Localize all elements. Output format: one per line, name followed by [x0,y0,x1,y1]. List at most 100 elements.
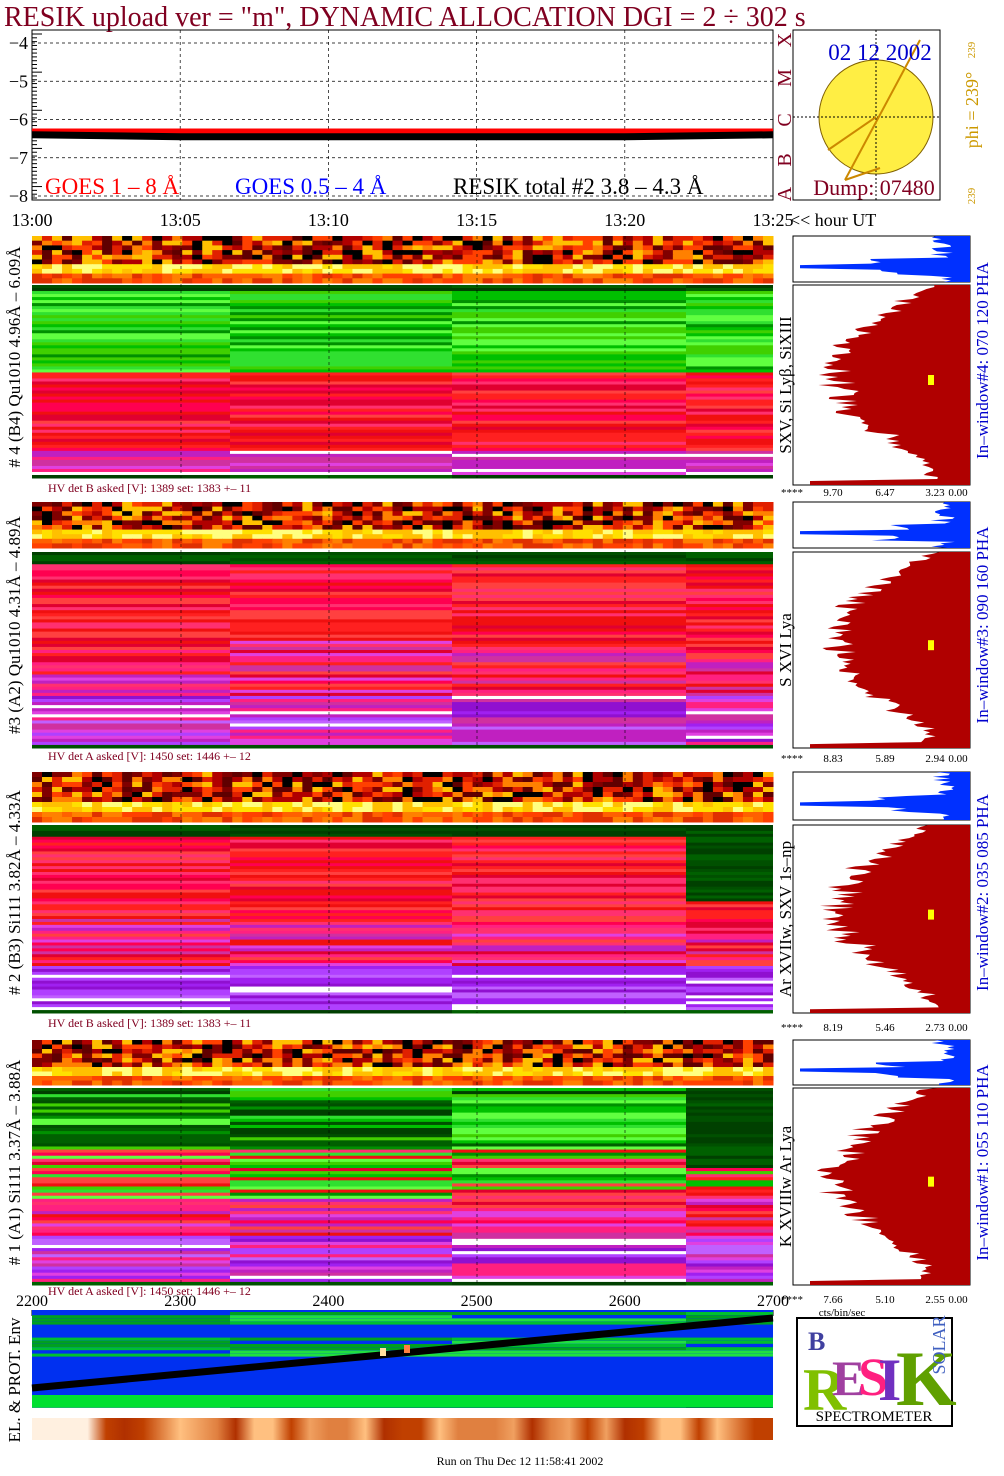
spectrum-cell [212,534,223,540]
spectrum-cell [682,1080,694,1086]
spectrum-cell [582,1058,594,1063]
spectrum-cell [332,1053,343,1059]
spectrum-cell [622,273,634,279]
spectrum-cell [562,250,574,256]
spectrum-cell [192,236,203,242]
spectrum-cell [702,268,714,275]
spectrum-row [32,646,230,651]
spectrum-row [686,558,773,562]
spectrum-row [686,601,773,605]
spectrum-row [686,462,773,467]
spectrum-cell [422,1044,434,1050]
spectrum-cell [342,1080,353,1086]
spectrum-cell [672,812,684,818]
spectrum-row [452,432,686,437]
spectrum-cell [382,520,393,526]
spectrum-cell [312,273,323,279]
spectrum-cell [252,787,263,793]
spectrum-row [452,1204,686,1209]
spectrum-row [230,1260,452,1264]
spectrum-cell [552,264,564,270]
spectrum-cell [232,240,243,246]
spectrum-cell [152,782,163,788]
spectrum-cell [182,1044,193,1050]
spectrum-cell [462,1076,474,1081]
spectrum-cell [472,525,484,531]
spectrum-cell [492,782,504,788]
spectrum-cell [542,817,554,823]
spectrum-row [32,1211,230,1215]
spectrum-row [686,1186,773,1191]
spectrum-cell [762,543,774,549]
spectrum-cell [292,1062,303,1068]
spectrum-cell [422,529,434,535]
spectrum-cell [732,236,744,242]
spectrum-row [32,708,230,712]
spectrum-cell [292,259,303,265]
spectrum-cell [212,538,223,544]
spectrum-cell [402,797,414,803]
spectrum-cell [482,1053,494,1059]
spectrum-cell [182,1062,193,1068]
spectrum-cell [162,525,173,531]
spectrum-cell [72,1049,83,1054]
spectrum-cell [162,538,173,544]
spectrum-cell [512,772,524,778]
spectrum-cell [152,278,163,284]
spectrum-cell [82,1080,93,1086]
spectrum-row [230,438,452,443]
spectrum-cell [412,777,424,783]
spectrum-cell [412,807,424,813]
spectrum-row [452,1272,686,1277]
spectrum-cell [332,807,343,813]
hist-tick-label: 0.00 [948,487,968,499]
spectrum-row [686,662,773,666]
spectrum-row [32,555,230,559]
spectrum-row [32,378,230,382]
spectrum-row [32,453,230,458]
spectrum-cell [452,502,464,508]
spectrum-cell [42,777,53,783]
spectrum-cell [322,1049,333,1054]
spectrum-cell [252,543,263,549]
spectrum-row [686,686,773,691]
spectrum-cell [642,525,654,531]
spectrum-cell [42,506,53,512]
spectrum-cell [292,245,303,251]
spectrum-row [32,426,230,431]
spectrum-cell [712,534,724,540]
spectrum-row [686,576,773,581]
spectrum-cell [662,240,674,246]
spectrum-cell [202,236,213,242]
spectrum-cell [262,264,273,270]
spectrum-cell [622,529,634,535]
spectrum-row [452,919,686,923]
spectrum-cell [102,1076,113,1081]
spectrum-cell [302,245,313,251]
spectrum-cell [752,1062,764,1068]
spectrum-cell [452,807,464,813]
spectrum-row [686,711,773,715]
spectrum-cell [102,254,113,260]
spectrum-cell [642,254,654,260]
spectrum-cell [312,250,323,256]
spectrum-cell [512,802,524,808]
spectrum-row [230,974,452,979]
spectrum-row [452,619,686,623]
spectrum-cell [652,1049,664,1054]
spectrum-cell [42,520,53,526]
spectrum-cell [262,802,273,808]
spectrum-cell [52,1076,63,1081]
spectrum-row [230,414,452,419]
spectrum-cell [562,1080,574,1086]
spectrum-cell [142,1040,153,1045]
spectrum-row [686,1248,773,1252]
spectrum-row [32,954,230,958]
spectrum-row [452,1168,686,1172]
spectrum-cell [632,807,644,813]
spectrum-row [230,836,452,841]
spectrum-cell [322,543,333,549]
spectrum-cell [92,543,103,549]
spectrum-cell [622,1071,634,1077]
spectrum-cell [202,782,213,788]
